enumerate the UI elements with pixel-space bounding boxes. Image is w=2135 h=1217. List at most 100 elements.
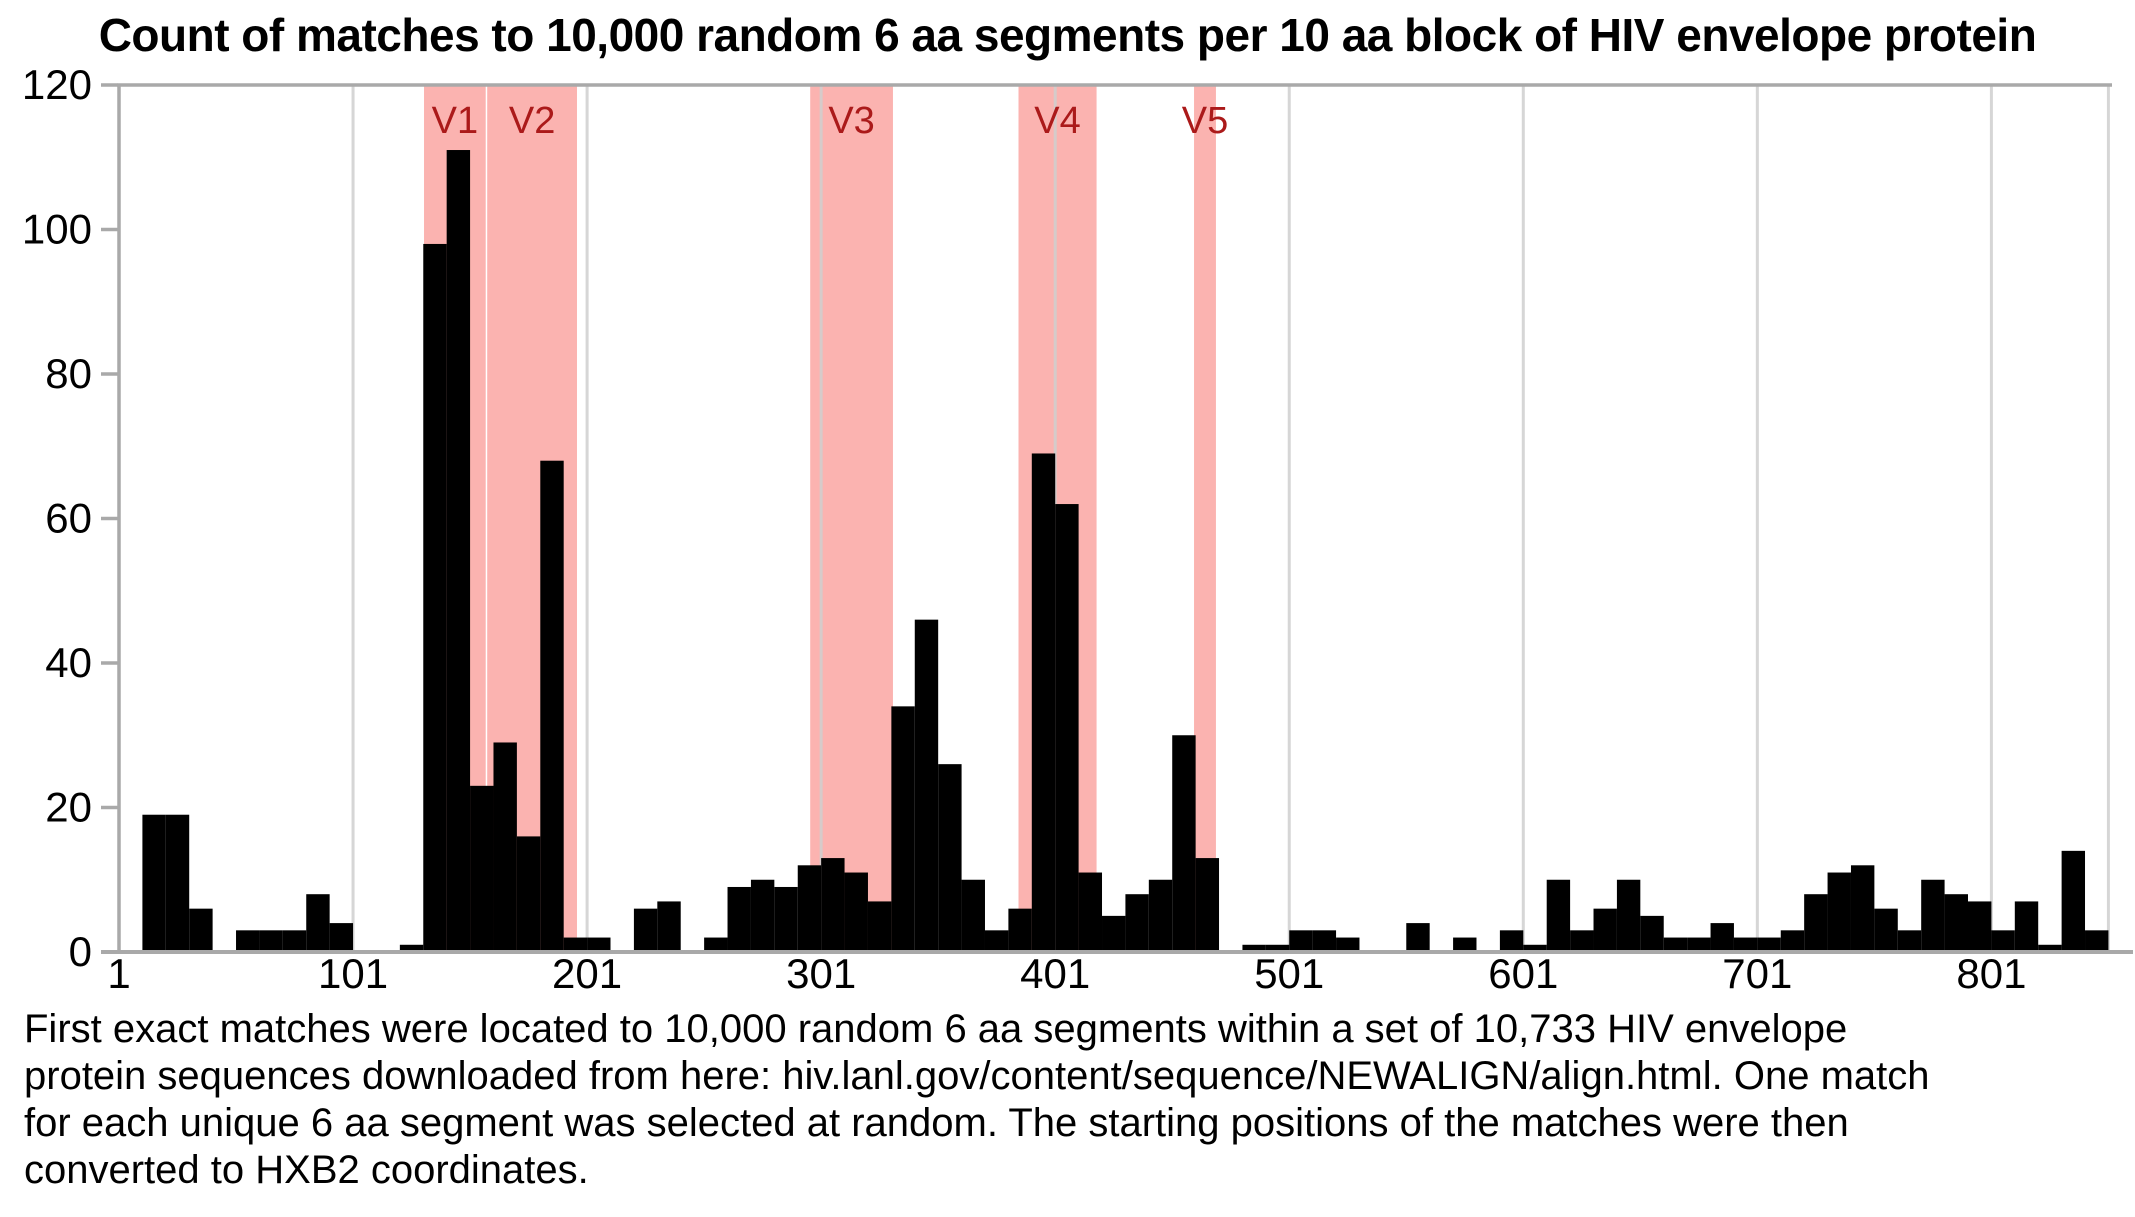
bar: [750, 879, 775, 952]
bar: [797, 865, 822, 952]
bar: [1897, 930, 1922, 952]
y-tick-label: 80: [45, 350, 92, 397]
bar: [587, 937, 611, 952]
caption-line: converted to HXB2 coordinates.: [24, 1148, 589, 1192]
bar: [984, 930, 1009, 952]
bar: [1757, 937, 1781, 952]
bar: [1944, 894, 1968, 952]
bar: [1102, 915, 1126, 952]
bar: [1055, 504, 1079, 952]
y-tick-label: 20: [45, 784, 92, 831]
bar: [1616, 879, 1641, 952]
bar: [1265, 944, 1290, 952]
bar: [633, 908, 658, 952]
bar: [1008, 908, 1032, 952]
variable-region-label: V2: [509, 100, 555, 142]
x-tick-label: 601: [1488, 950, 1558, 997]
bar: [1195, 858, 1220, 952]
bar: [1523, 944, 1547, 952]
bar: [1570, 930, 1594, 952]
bar: [1336, 937, 1360, 952]
variable-region-label: V5: [1182, 100, 1228, 142]
bar: [1499, 930, 1524, 952]
bar: [2038, 944, 2062, 952]
bar: [470, 785, 494, 952]
bar: [1733, 937, 1758, 952]
variable-region-band: [810, 85, 893, 952]
bar: [1593, 908, 1617, 952]
caption-line: First exact matches were located to 10,0…: [24, 1007, 1848, 1051]
x-tick-label: 501: [1254, 950, 1324, 997]
bar: [1289, 930, 1313, 952]
bar: [446, 150, 471, 952]
bar: [1640, 915, 1664, 952]
bar: [1804, 894, 1828, 952]
bar: [493, 742, 517, 952]
bar: [1850, 865, 1875, 952]
x-tick-label: 801: [1956, 950, 2026, 997]
y-tick-label: 120: [22, 61, 92, 108]
bar: [540, 460, 564, 952]
bar: [1546, 879, 1571, 952]
caption-line: protein sequences downloaded from here: …: [24, 1054, 1930, 1098]
bar: [1921, 879, 1945, 952]
caption-line: for each unique 6 aa segment was selecte…: [24, 1101, 1849, 1145]
bar: [516, 836, 541, 952]
caption: First exact matches were located to 10,0…: [24, 1006, 2114, 1194]
bar: [563, 937, 588, 952]
x-tick-label: 101: [318, 950, 388, 997]
bar: [1710, 923, 1734, 952]
y-tick-label: 60: [45, 495, 92, 542]
bar: [821, 858, 845, 952]
bar: [867, 901, 892, 952]
bar: [961, 879, 985, 952]
bar: [2014, 901, 2039, 952]
bar: [1172, 735, 1196, 952]
variable-region-label: V1: [432, 100, 478, 142]
bar: [891, 706, 915, 952]
bar: [727, 886, 751, 952]
variable-region-label: V4: [1034, 100, 1080, 142]
y-tick-label: 40: [45, 639, 92, 686]
bar: [259, 930, 283, 952]
bar: [1406, 923, 1430, 952]
bar: [1078, 872, 1103, 952]
bar: [1453, 937, 1477, 952]
x-tick-label: 1: [107, 950, 130, 997]
variable-region-band: [1194, 85, 1216, 952]
variable-region-label: V3: [828, 100, 874, 142]
bar: [282, 930, 307, 952]
x-tick-label: 301: [786, 950, 856, 997]
bar: [704, 937, 728, 952]
bar: [2085, 930, 2109, 952]
bar: [1827, 872, 1851, 952]
bar: [1991, 930, 2015, 952]
bar: [1312, 930, 1337, 952]
bar: [236, 930, 260, 952]
bar: [165, 814, 190, 952]
bar: [657, 901, 681, 952]
bar: [1148, 879, 1173, 952]
bar: [1687, 937, 1711, 952]
bar: [1967, 901, 1992, 952]
bar: [1125, 894, 1149, 952]
bar: [306, 894, 330, 952]
bar: [423, 243, 447, 952]
bar: [914, 619, 939, 952]
y-tick-label: 0: [69, 928, 92, 975]
bar: [938, 764, 962, 952]
bar-chart: 0 20 40 60 80 100 120 1 101 201 301 401 501 601 701 801…: [22, 61, 2133, 997]
bar: [844, 872, 868, 952]
x-tick-label: 401: [1020, 950, 1090, 997]
bar: [189, 908, 213, 952]
x-tick-label: 701: [1722, 950, 1792, 997]
bar: [142, 814, 166, 952]
bar: [1874, 908, 1898, 952]
x-tick-label: 201: [552, 950, 622, 997]
bar: [2061, 850, 2086, 952]
bar: [774, 886, 798, 952]
bar: [1780, 930, 1805, 952]
bar: [1663, 937, 1688, 952]
chart-title: Count of matches to 10,000 random 6 aa s…: [98, 9, 2037, 61]
